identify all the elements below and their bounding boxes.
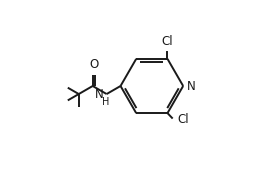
Text: H: H: [102, 97, 110, 107]
Text: N: N: [95, 88, 104, 101]
Text: N: N: [187, 79, 196, 93]
Text: Cl: Cl: [162, 35, 173, 48]
Text: O: O: [89, 58, 98, 71]
Text: Cl: Cl: [177, 113, 189, 126]
